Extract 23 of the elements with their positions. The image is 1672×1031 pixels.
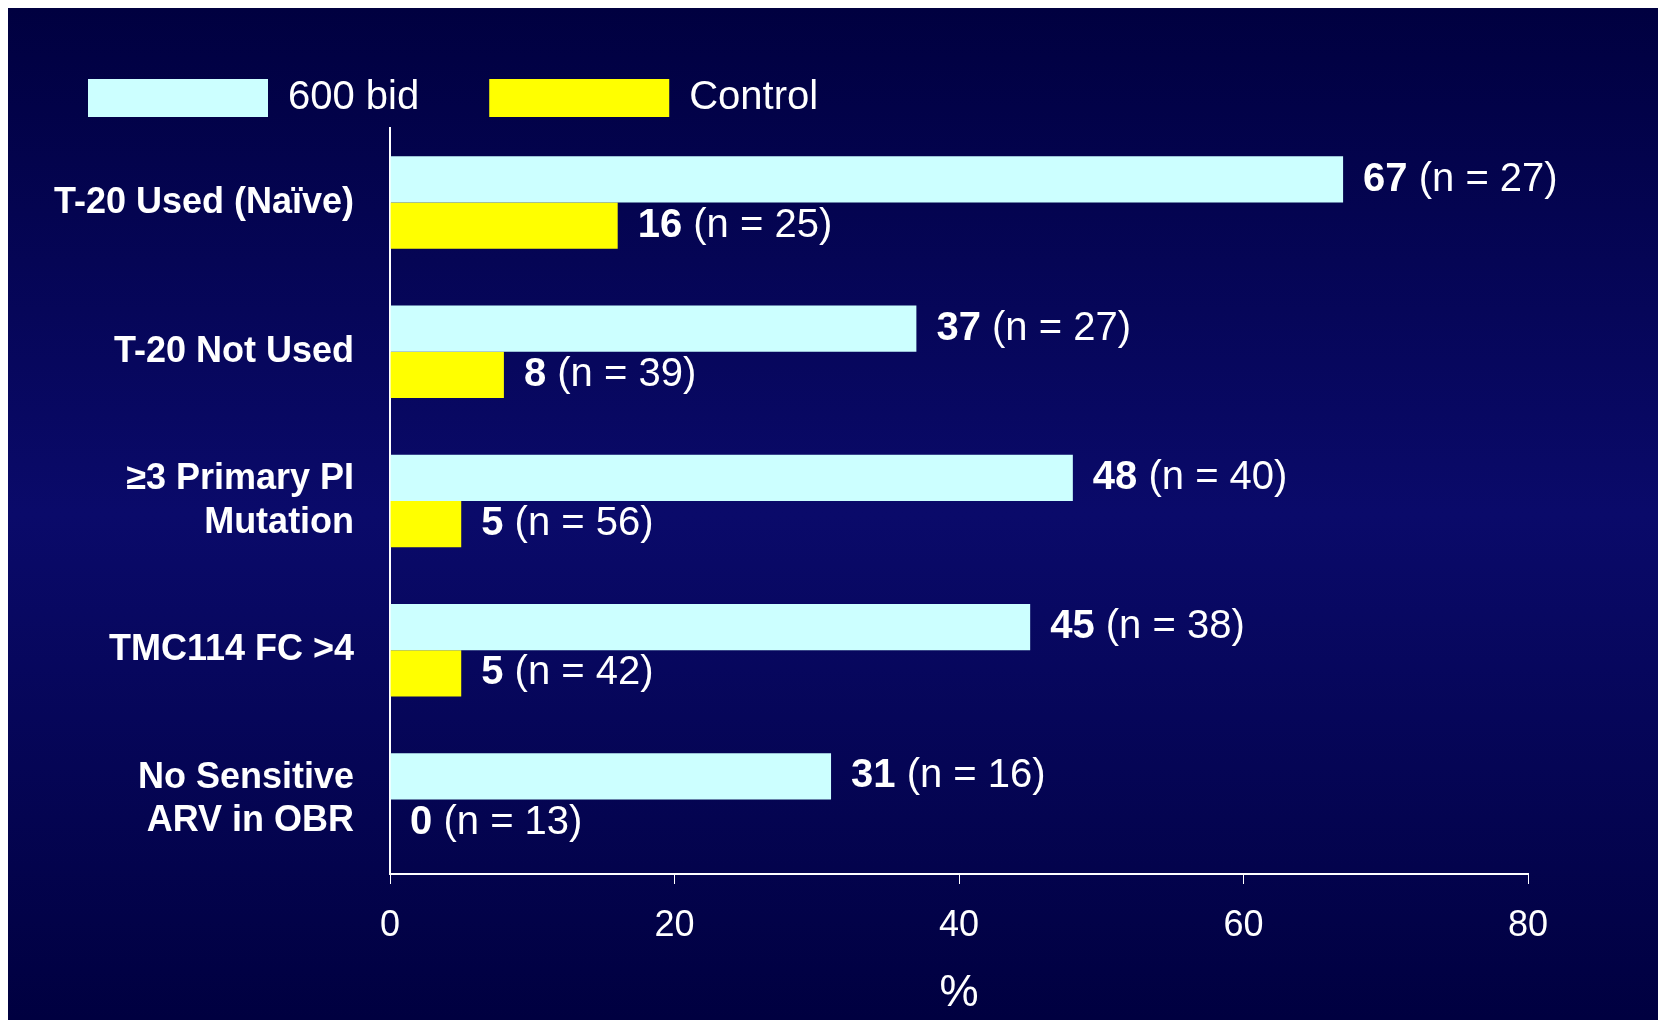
y-tick-label: No Sensitive ARV in OBR bbox=[138, 754, 355, 839]
x-tick-label: 40 bbox=[939, 902, 980, 944]
legend-label: Control bbox=[689, 73, 819, 118]
y-tick-label: ≥3 Primary PI Mutation bbox=[126, 456, 355, 541]
x-tick-label: 60 bbox=[1223, 902, 1264, 944]
legend-label: 600 bid bbox=[288, 73, 420, 118]
x-axis-title: % bbox=[939, 965, 979, 1015]
y-tick-label: T-20 Not Used bbox=[114, 328, 355, 370]
data-label: 8 (n = 39) bbox=[523, 349, 697, 394]
data-label: 0 (n = 13) bbox=[410, 797, 583, 842]
data-label: 45 (n = 38) bbox=[1050, 602, 1245, 647]
x-tick-label: 0 bbox=[380, 902, 401, 944]
data-label: 67 (n = 27) bbox=[1363, 154, 1558, 199]
data-label: 5 (n = 56) bbox=[481, 499, 654, 544]
y-tick-label: TMC114 FC >4 bbox=[109, 627, 355, 669]
x-tick-label: 80 bbox=[1507, 902, 1549, 944]
data-label: 31 (n = 16) bbox=[851, 751, 1046, 796]
y-tick-label: T-20 Used (Naïve) bbox=[53, 179, 355, 221]
data-label: 37 (n = 27) bbox=[936, 303, 1131, 348]
data-label: 48 (n = 40) bbox=[1092, 452, 1288, 497]
data-label: 5 (n = 42) bbox=[481, 648, 654, 693]
x-tick-label: 20 bbox=[654, 902, 695, 944]
data-label: 16 (n = 25) bbox=[637, 200, 833, 245]
